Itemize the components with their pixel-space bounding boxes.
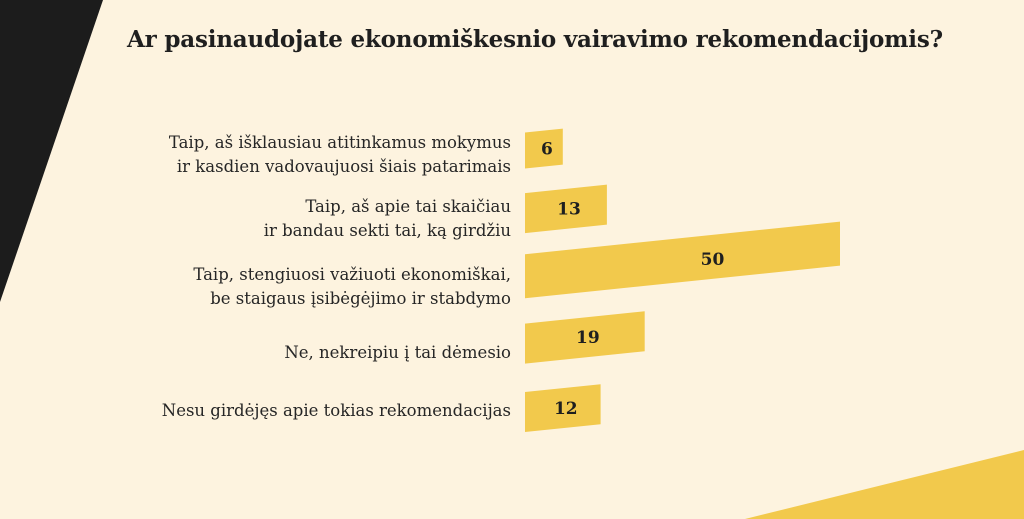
bar-value-label: 50 (701, 250, 725, 270)
category-label: Taip, aš apie tai skaičiau ir bandau sekt… (263, 197, 511, 240)
bar-value-label: 13 (557, 200, 581, 220)
bar (525, 128, 563, 169)
dark-corner-shape (0, 0, 103, 302)
bar (525, 311, 645, 364)
bar-value-label: 12 (554, 399, 578, 419)
bar (525, 384, 601, 433)
category-label: Nesu girdėjęs apie tokias rekomendacijas (161, 401, 511, 420)
bar (525, 221, 840, 299)
category-label: Ne, nekreipiu į tai dėmesio (284, 343, 511, 362)
yellow-corner-shape (745, 450, 1024, 519)
bar-value-label: 19 (576, 328, 600, 348)
category-label: Taip, stengiuosi važiuoti ekonomiškai, be… (193, 265, 511, 308)
bar-value-label: 6 (541, 139, 553, 159)
category-label: Taip, aš išklausiau atitinkamus mokymus i… (168, 133, 511, 176)
bar (525, 184, 607, 234)
chart-title: Ar pasinaudojate ekonomiškesnio vairavim… (127, 26, 943, 53)
